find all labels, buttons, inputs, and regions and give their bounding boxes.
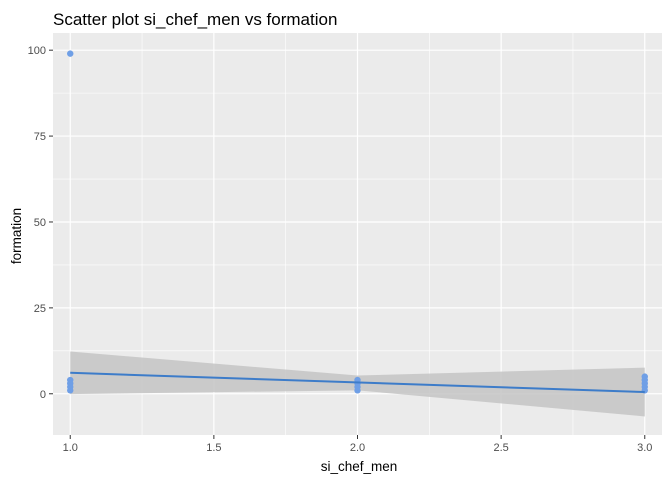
x-tick-label: 2.5 xyxy=(493,442,508,454)
y-tick-label: 0 xyxy=(40,389,46,401)
x-tick-label: 1.5 xyxy=(206,442,221,454)
y-axis-ticks: 0 25 50 75 100 xyxy=(28,45,53,401)
x-tick-label: 1.0 xyxy=(63,442,78,454)
x-axis-ticks: 1.0 1.5 2.0 2.5 3.0 xyxy=(63,435,652,454)
grid-major xyxy=(53,33,662,435)
data-point xyxy=(354,387,361,394)
y-tick-label: 50 xyxy=(34,217,46,229)
y-tick-label: 25 xyxy=(34,303,46,315)
x-tick-label: 2.0 xyxy=(350,442,365,454)
data-point xyxy=(67,50,74,57)
fit-line xyxy=(70,371,645,394)
y-tick-label: 75 xyxy=(34,131,46,143)
x-axis-title: si_chef_men xyxy=(321,459,398,474)
y-axis-title: formation xyxy=(9,208,24,264)
data-point xyxy=(67,387,74,394)
chart-title: Scatter plot si_chef_men vs formation xyxy=(53,10,337,29)
data-points xyxy=(67,50,648,394)
y-tick-label: 100 xyxy=(28,45,46,57)
x-tick-label: 3.0 xyxy=(637,442,652,454)
